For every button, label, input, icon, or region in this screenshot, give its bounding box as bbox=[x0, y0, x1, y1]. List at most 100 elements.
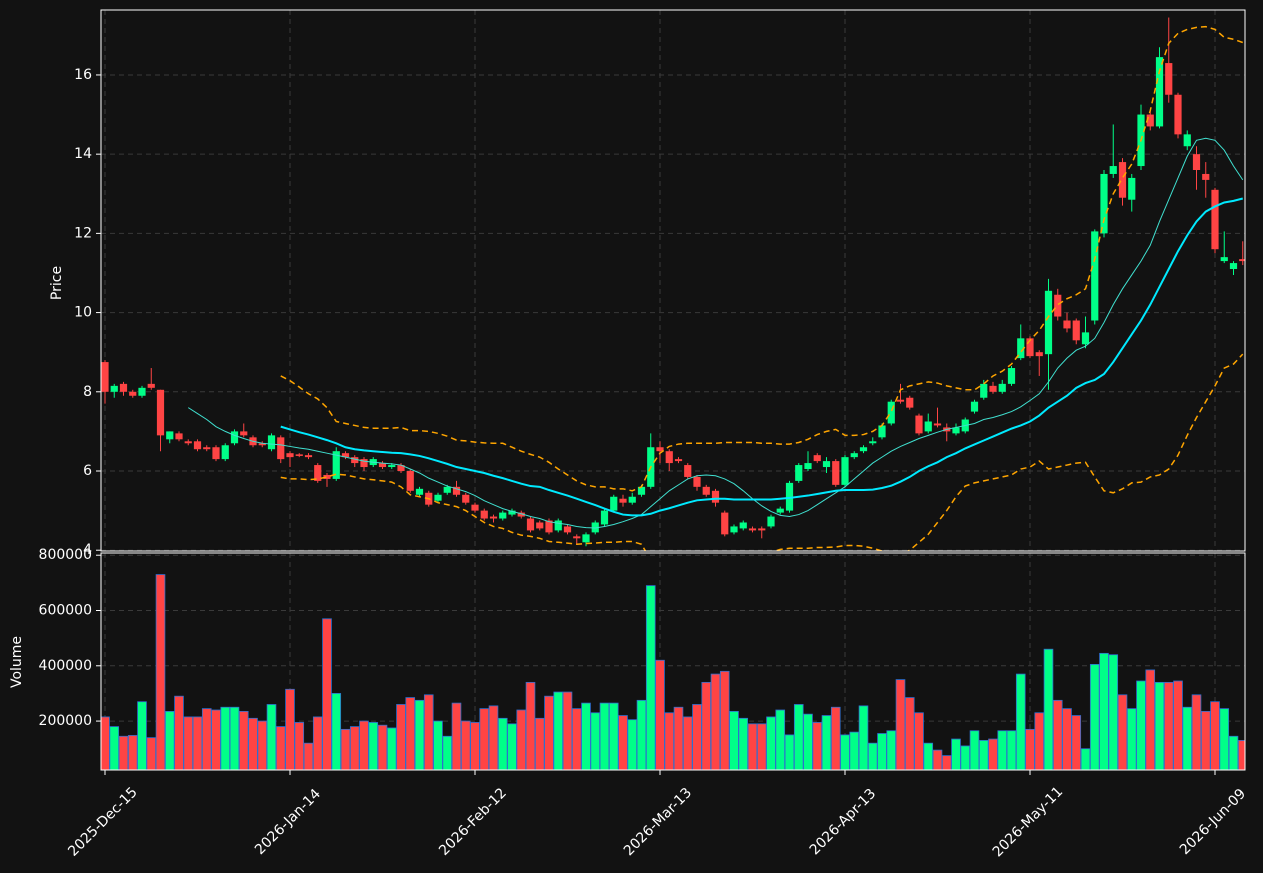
candle-body bbox=[489, 516, 498, 519]
candle-body bbox=[859, 447, 868, 452]
volume-bar bbox=[229, 706, 240, 770]
volume-bar bbox=[414, 699, 425, 770]
volume-bar bbox=[155, 574, 166, 770]
volume-bar bbox=[655, 659, 665, 770]
candle-body bbox=[1128, 177, 1136, 200]
candle-body bbox=[1063, 320, 1071, 329]
grid-layer bbox=[101, 10, 1245, 770]
candle-body bbox=[980, 383, 988, 398]
volume-bar bbox=[932, 749, 943, 770]
volume-bar bbox=[1136, 680, 1146, 770]
volume-bar bbox=[322, 618, 332, 770]
candle-body bbox=[443, 486, 451, 493]
volume-bar bbox=[969, 730, 980, 770]
volume-bar bbox=[211, 709, 221, 770]
volume-bar bbox=[507, 723, 517, 770]
candle-body bbox=[989, 385, 997, 392]
volume-tick-label: 800000 bbox=[39, 547, 92, 563]
volume-bar bbox=[1089, 664, 1100, 770]
candle-body bbox=[637, 486, 646, 495]
volume-bar bbox=[1099, 652, 1109, 770]
candle-body bbox=[166, 431, 174, 440]
candle-body bbox=[1118, 162, 1127, 198]
indicator-layer bbox=[187, 25, 1244, 551]
candle-body bbox=[804, 463, 812, 470]
volume-bar bbox=[858, 705, 869, 770]
volume-bar bbox=[544, 695, 554, 770]
volume-bar bbox=[174, 695, 184, 770]
volume-bar bbox=[1043, 648, 1054, 770]
candle-body bbox=[110, 385, 118, 392]
candle-body bbox=[184, 441, 192, 444]
volume-bar bbox=[904, 697, 915, 770]
volume-bar bbox=[451, 702, 462, 770]
volume-bar bbox=[183, 716, 194, 770]
volume-bar bbox=[1182, 706, 1193, 770]
volume-bar bbox=[1126, 708, 1137, 770]
volume-bar bbox=[1228, 735, 1239, 770]
candle-body bbox=[341, 453, 350, 458]
volume-bar bbox=[516, 709, 527, 770]
candle-body bbox=[1109, 166, 1117, 174]
candle-body bbox=[1044, 290, 1053, 355]
volume-bar bbox=[257, 720, 268, 770]
volume-bar bbox=[303, 742, 314, 770]
price-layer bbox=[101, 17, 1245, 547]
volume-bar bbox=[599, 702, 610, 770]
candle-body bbox=[878, 425, 886, 438]
volume-bar bbox=[682, 716, 693, 770]
candle-body bbox=[1202, 173, 1210, 180]
candle-body bbox=[1091, 231, 1099, 321]
volume-bar bbox=[1108, 654, 1119, 770]
candle-body bbox=[378, 463, 387, 468]
volume-bar bbox=[738, 717, 749, 770]
candle-body bbox=[397, 465, 405, 471]
candle-body bbox=[563, 526, 572, 533]
candle-body bbox=[1072, 320, 1080, 341]
candle-body bbox=[156, 389, 165, 436]
volume-bar bbox=[821, 715, 832, 770]
volume-bar bbox=[201, 708, 212, 770]
volume-bar bbox=[849, 731, 860, 770]
y-tick-label: 12 bbox=[74, 225, 92, 241]
candle-body bbox=[452, 486, 461, 495]
candle-body bbox=[711, 490, 720, 503]
candle-body bbox=[767, 516, 775, 527]
candle-body bbox=[119, 383, 128, 392]
candle-body bbox=[406, 470, 414, 491]
candle-body bbox=[221, 445, 229, 460]
candle-body bbox=[887, 401, 895, 424]
candle-body bbox=[1229, 263, 1238, 270]
volume-bar bbox=[164, 710, 175, 770]
volume-bar bbox=[423, 694, 434, 770]
candle-body bbox=[314, 465, 322, 481]
candle-body bbox=[702, 486, 710, 495]
volume-bar bbox=[312, 716, 323, 770]
volume-bar bbox=[1006, 730, 1017, 770]
candle-body bbox=[998, 383, 1006, 392]
volume-bar bbox=[220, 706, 231, 770]
candle-body bbox=[924, 421, 932, 432]
candle-body bbox=[1100, 173, 1108, 234]
volume-bar bbox=[1154, 681, 1165, 770]
volume-bar bbox=[1210, 701, 1220, 770]
volume-tick-label: 400000 bbox=[39, 658, 92, 674]
candle-body bbox=[970, 401, 979, 412]
candle-body bbox=[471, 504, 479, 511]
candle-body bbox=[665, 451, 673, 464]
volume-bar bbox=[645, 585, 656, 770]
volume-bar bbox=[729, 710, 739, 770]
volume-bar bbox=[1145, 669, 1156, 770]
candle-body bbox=[739, 522, 747, 529]
volume-bar bbox=[488, 705, 499, 770]
candle-body bbox=[545, 520, 553, 533]
candle-body bbox=[1239, 259, 1245, 262]
volume-bar bbox=[470, 722, 480, 770]
candle-body bbox=[286, 453, 294, 458]
volume-bar bbox=[710, 673, 721, 770]
volume-bar bbox=[331, 693, 342, 770]
volume-bar bbox=[636, 699, 647, 770]
volume-bar bbox=[433, 720, 443, 770]
candle-body bbox=[813, 455, 821, 462]
